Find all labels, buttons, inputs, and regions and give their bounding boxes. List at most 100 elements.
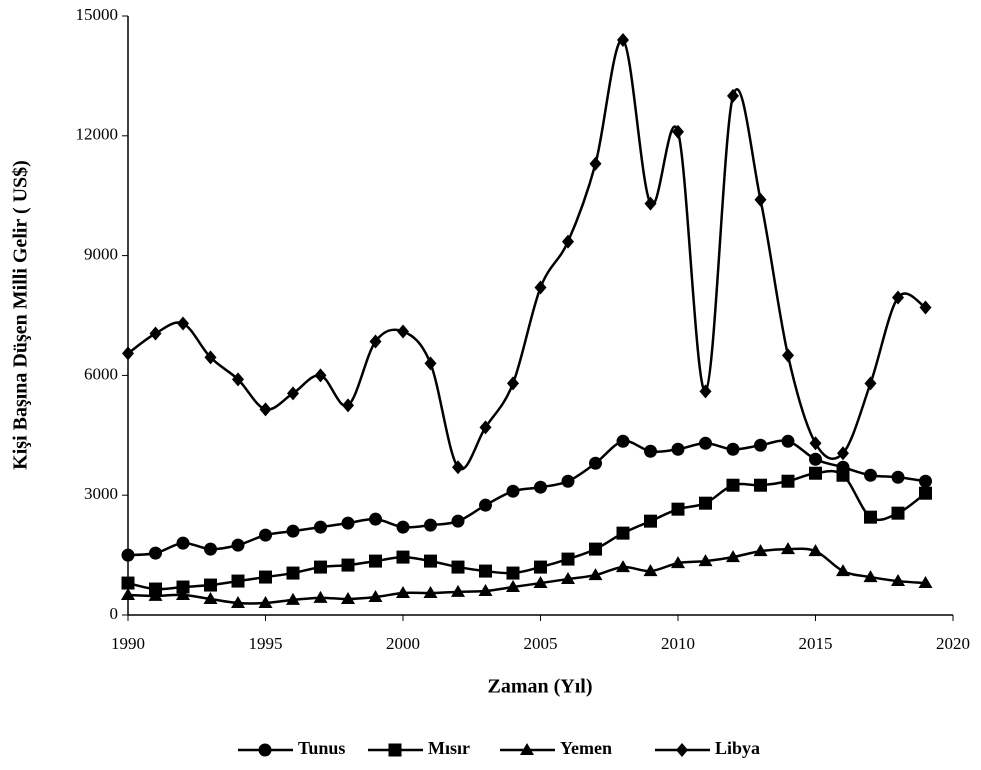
marker — [864, 510, 877, 524]
marker — [396, 586, 410, 599]
marker — [754, 478, 767, 492]
marker — [891, 574, 905, 587]
x-tick-label: 2010 — [661, 634, 695, 653]
marker — [892, 290, 904, 305]
marker — [286, 592, 300, 605]
marker — [836, 468, 850, 482]
marker — [918, 576, 933, 589]
marker — [644, 444, 657, 458]
marker — [507, 376, 519, 391]
marker — [259, 570, 272, 584]
marker — [232, 372, 244, 387]
marker — [781, 434, 795, 448]
marker — [754, 192, 767, 207]
marker — [231, 538, 245, 552]
marker — [424, 554, 437, 568]
x-tick-label: 1990 — [111, 634, 145, 653]
marker — [726, 550, 740, 563]
marker — [863, 570, 878, 583]
marker — [368, 590, 383, 603]
marker — [698, 554, 713, 567]
marker — [589, 542, 602, 556]
marker — [533, 576, 548, 589]
marker — [149, 326, 162, 341]
marker — [616, 526, 630, 540]
marker — [314, 520, 327, 534]
marker — [534, 280, 547, 295]
marker — [148, 588, 163, 601]
marker — [589, 456, 602, 470]
marker — [754, 438, 767, 452]
marker — [314, 368, 327, 383]
marker — [342, 398, 354, 413]
marker — [919, 486, 932, 500]
marker — [478, 584, 493, 597]
marker — [671, 502, 685, 516]
marker — [644, 514, 657, 528]
marker — [203, 592, 218, 605]
marker — [258, 596, 273, 609]
marker — [520, 743, 534, 755]
marker — [451, 584, 465, 597]
marker — [699, 436, 712, 450]
marker — [479, 420, 492, 435]
marker — [341, 592, 355, 605]
marker — [864, 376, 877, 391]
marker — [562, 234, 574, 249]
y-tick-label: 3000 — [84, 484, 118, 503]
marker — [121, 548, 135, 562]
marker — [726, 442, 740, 456]
marker — [617, 32, 629, 47]
marker — [616, 560, 630, 573]
marker — [809, 466, 822, 480]
marker — [676, 743, 688, 757]
marker — [369, 554, 382, 568]
marker — [149, 546, 162, 560]
marker — [341, 558, 355, 572]
marker — [176, 580, 190, 594]
marker — [231, 596, 245, 609]
marker — [699, 496, 712, 510]
marker — [177, 316, 189, 331]
marker — [396, 520, 410, 534]
marker — [726, 478, 740, 492]
marker — [534, 560, 547, 574]
marker — [479, 498, 492, 512]
marker — [561, 552, 575, 566]
marker — [397, 324, 409, 339]
marker — [891, 506, 905, 520]
marker — [753, 544, 768, 557]
marker — [919, 300, 932, 315]
marker — [369, 334, 382, 349]
x-tick-label: 2020 — [936, 634, 970, 653]
marker — [616, 434, 630, 448]
marker — [891, 470, 905, 484]
marker — [644, 196, 657, 211]
marker — [287, 386, 299, 401]
x-tick-label: 2005 — [524, 634, 558, 653]
marker — [808, 544, 823, 557]
marker — [121, 576, 135, 590]
marker — [589, 156, 602, 171]
x-axis-label: Zaman (Yıl) — [488, 676, 593, 698]
x-tick-label: 2015 — [799, 634, 833, 653]
marker — [727, 88, 739, 103]
legend-label: Yemen — [560, 738, 612, 758]
marker — [286, 566, 300, 580]
marker — [864, 468, 877, 482]
marker — [643, 564, 658, 577]
marker — [588, 568, 603, 581]
marker — [699, 384, 712, 399]
y-tick-label: 9000 — [84, 245, 118, 264]
marker — [809, 452, 822, 466]
y-axis-label: Kişi Başına Düşen Milli Gelir ( US$) — [10, 160, 32, 470]
marker — [782, 348, 794, 363]
legend-label: Mısır — [428, 738, 470, 758]
series-line — [127, 439, 926, 557]
marker — [781, 474, 795, 488]
marker — [506, 580, 520, 593]
marker — [672, 124, 684, 139]
marker — [231, 574, 245, 588]
marker — [388, 743, 402, 757]
x-tick-label: 2000 — [386, 634, 420, 653]
